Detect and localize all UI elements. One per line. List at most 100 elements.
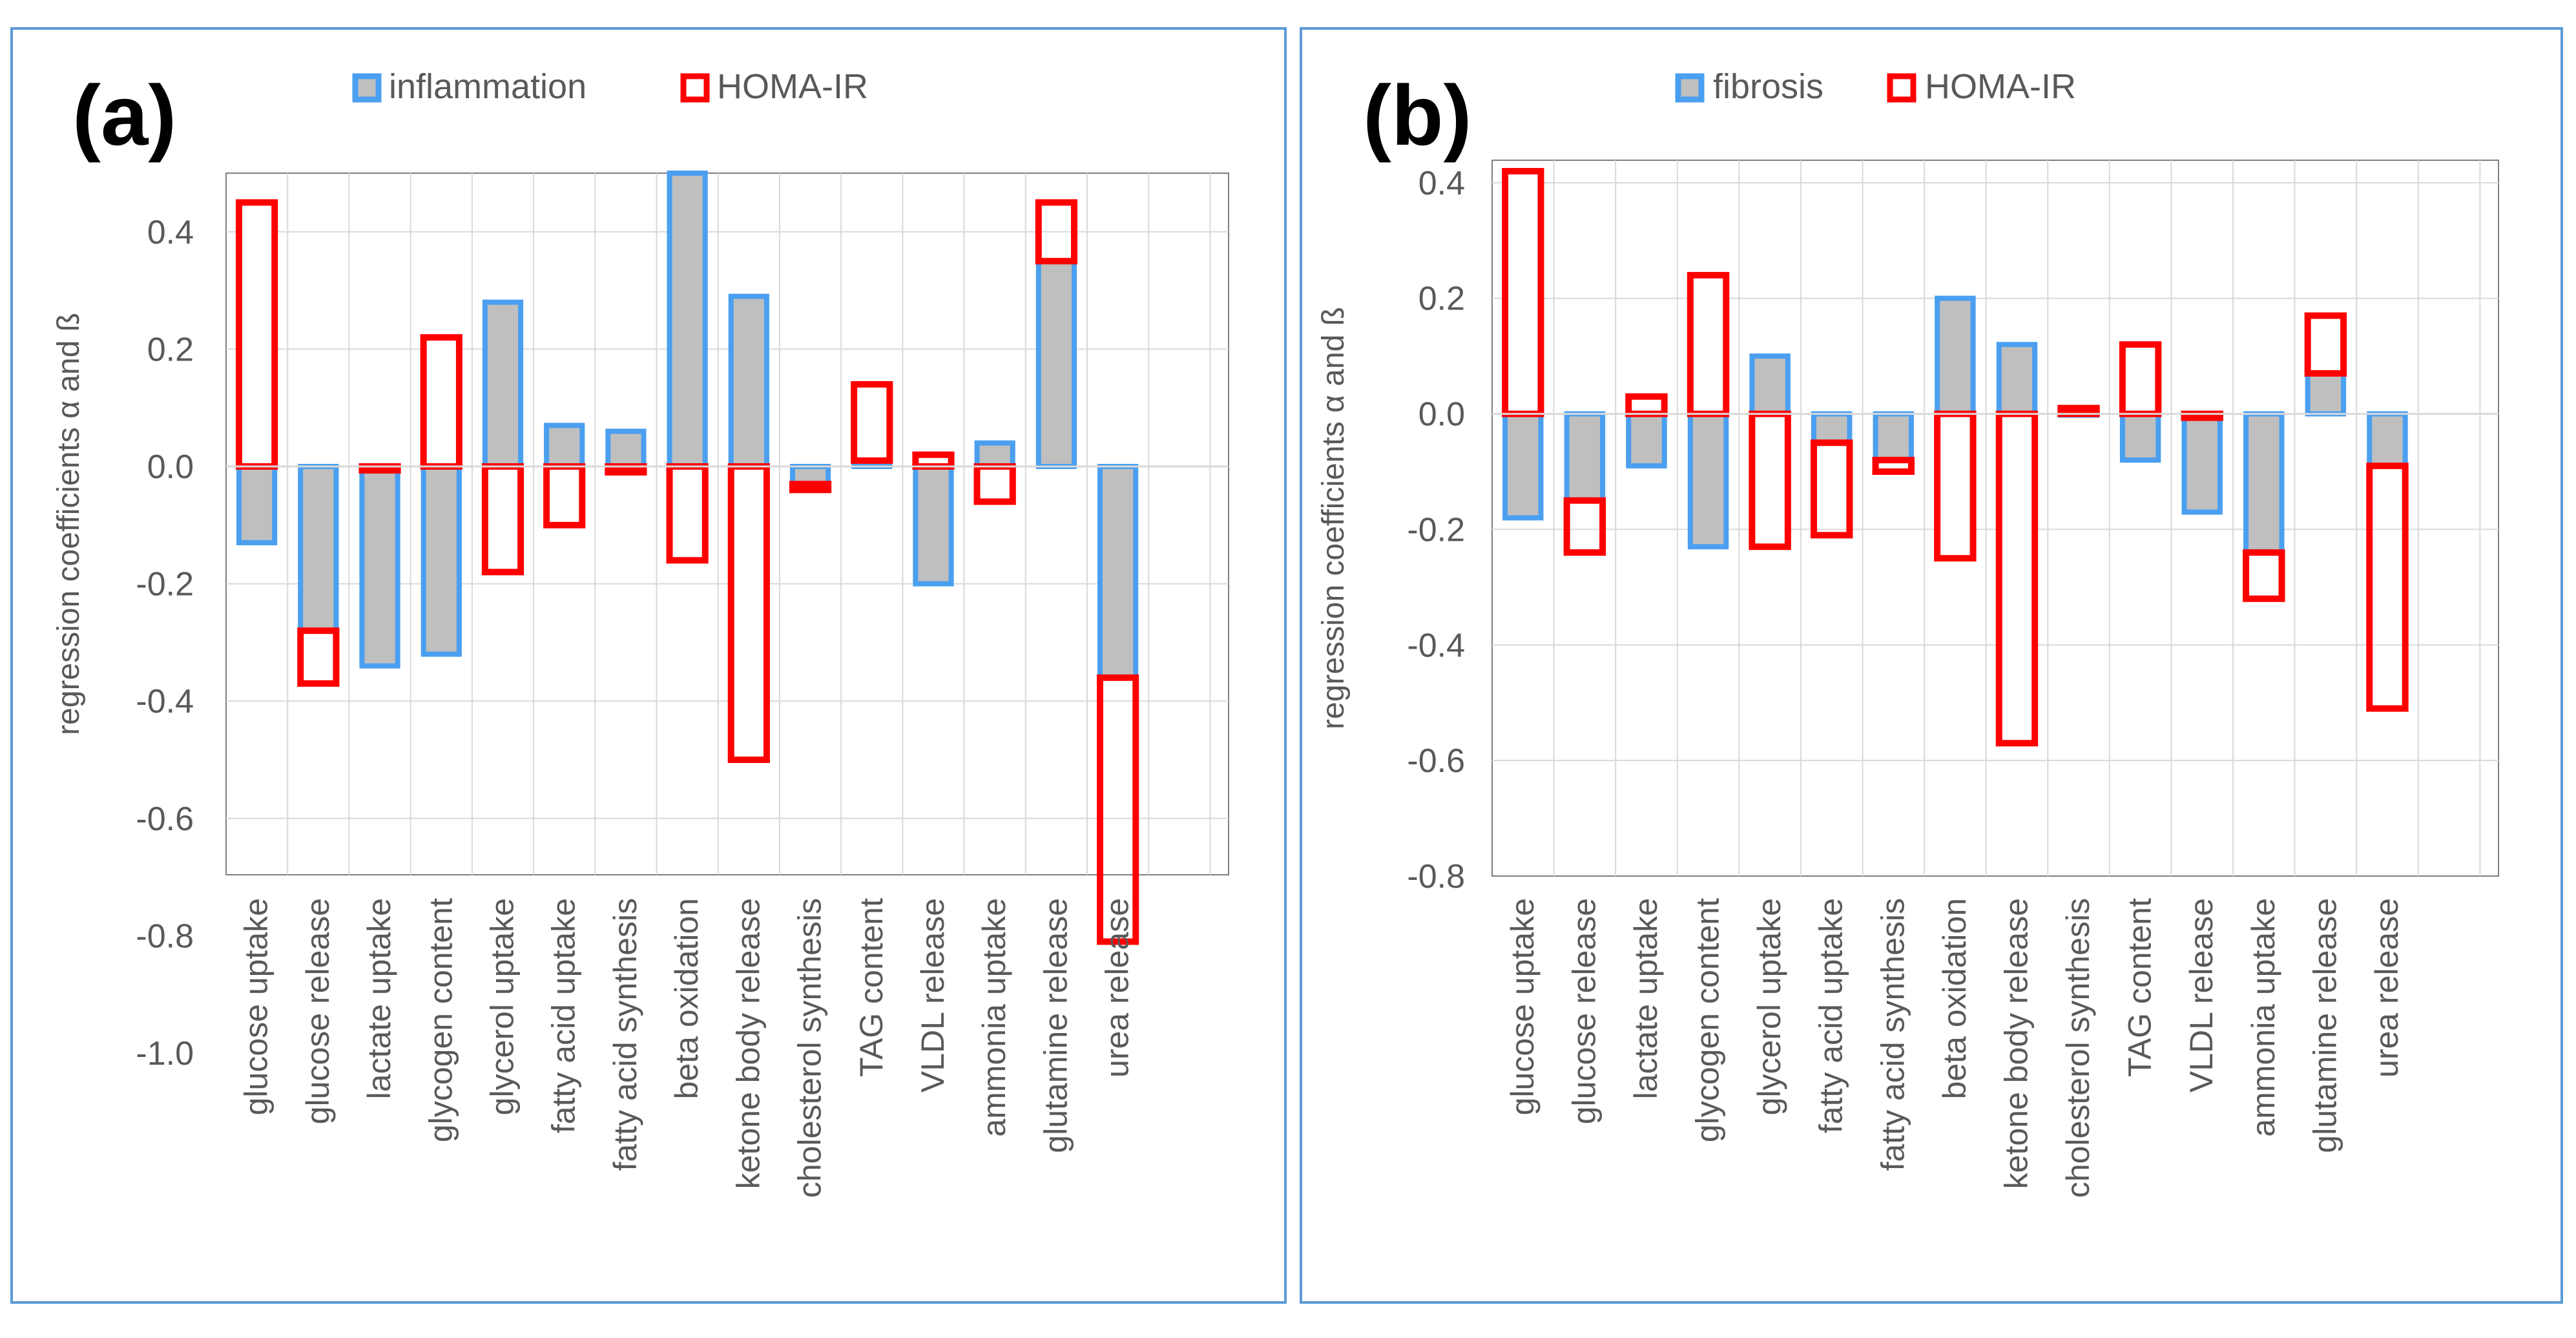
bar-homa-ir	[235, 199, 278, 470]
panel-frame	[10, 27, 1287, 1304]
y-tick-label: 0.2	[147, 331, 194, 368]
x-tick-label: beta oxidation	[1937, 898, 1973, 1099]
bar-homa-ir	[1625, 393, 1668, 417]
bar-homa-ir	[1035, 199, 1078, 265]
x-tick-label: fatty acid synthesis	[607, 898, 643, 1171]
x-tick-label: glutamine release	[2307, 898, 2343, 1153]
bar-fibrosis	[2305, 370, 2347, 417]
bar-homa-ir	[543, 463, 586, 528]
bar-homa-ir	[1872, 457, 1915, 475]
y-tick-label: -1.0	[136, 1035, 194, 1072]
bar-fibrosis	[1996, 342, 2038, 417]
y-tick-label: -0.2	[136, 566, 194, 603]
bar-homa-ir	[2243, 549, 2285, 602]
bar-homa-ir	[1097, 674, 1139, 945]
bar-inflammation	[482, 299, 524, 470]
x-tick-label: VLDL release	[2183, 898, 2219, 1092]
y-tick-label: 0.4	[147, 214, 194, 251]
x-tick-label: glucose uptake	[238, 898, 275, 1115]
bar-inflammation	[728, 293, 769, 469]
x-tick-label: glycerol uptake	[1751, 898, 1787, 1115]
bar-homa-ir	[1502, 167, 1544, 417]
bar-inflammation	[913, 464, 954, 587]
y-tick-label: 0.0	[147, 448, 194, 486]
bar-fibrosis	[2243, 411, 2285, 556]
y-tick-label: -0.8	[1407, 858, 1465, 895]
x-tick-label: cholesterol synthesis	[2060, 898, 2096, 1198]
bar-inflammation	[236, 464, 278, 546]
x-tick-label: TAG content	[853, 898, 889, 1077]
bar-inflammation	[359, 464, 400, 669]
bar-homa-ir	[1934, 410, 1977, 562]
bar-homa-ir	[2304, 312, 2347, 377]
legend-swatch-homa-ir	[680, 73, 710, 103]
bar-homa-ir	[2366, 463, 2409, 712]
x-tick-label: ammonia uptake	[976, 898, 1012, 1137]
x-tick-label: glucose release	[1566, 898, 1602, 1124]
y-tick-label: -0.6	[1407, 742, 1465, 780]
bar-homa-ir	[666, 463, 709, 564]
legend-label: inflammation	[389, 67, 587, 106]
x-tick-label: TAG content	[2122, 898, 2158, 1077]
bar-fibrosis	[2119, 411, 2161, 463]
plot-area-border	[1491, 160, 2499, 877]
bar-fibrosis	[1873, 411, 1915, 463]
x-tick-label: urea release	[1099, 898, 1136, 1078]
bar-homa-ir	[1749, 410, 1791, 550]
bar-homa-ir	[1687, 271, 1730, 417]
bar-fibrosis	[1564, 411, 1606, 503]
x-tick-label: fatty acid synthesis	[1875, 898, 1911, 1171]
y-tick-label: 0.0	[1418, 396, 1465, 434]
bar-inflammation	[974, 440, 1015, 469]
bar-homa-ir	[1563, 497, 1606, 556]
x-tick-label: lactate uptake	[361, 898, 397, 1099]
bar-homa-ir	[851, 381, 893, 464]
x-tick-label: glucose uptake	[1504, 898, 1541, 1115]
plot-area-border	[225, 172, 1229, 875]
bar-inflammation	[298, 464, 339, 634]
x-tick-label: glycerol uptake	[484, 898, 520, 1115]
bar-fibrosis	[1749, 353, 1791, 417]
legend-label: HOMA-IR	[717, 67, 868, 106]
bar-fibrosis	[2181, 411, 2223, 515]
chart-panel-b: 0.4 0.2 0.0 -0.2 -0.4 -0.6 -0.8 regression coef…	[1300, 27, 2563, 1304]
bar-fibrosis	[1935, 295, 1976, 417]
bar-homa-ir	[2119, 341, 2162, 417]
bar-homa-ir	[481, 463, 525, 576]
bar-homa-ir	[727, 463, 770, 763]
bar-homa-ir	[912, 451, 955, 470]
y-tick-label: 0.4	[1418, 165, 1465, 202]
legend-swatch-fibrosis	[1675, 73, 1705, 103]
bar-homa-ir	[973, 463, 1016, 505]
bar-fibrosis	[1626, 411, 1667, 469]
panel-label: (b)	[1363, 68, 1472, 163]
bar-fibrosis	[1687, 411, 1729, 550]
chart-panel-a: 0.4 0.2 0.0 -0.2 -0.4 -0.6 -0.8 -1.0 regression …	[10, 27, 1287, 1304]
x-tick-label: ketone body release	[1998, 898, 2034, 1189]
legend-label: HOMA-IR	[1925, 67, 2076, 106]
legend-label: fibrosis	[1713, 67, 1823, 106]
x-tick-label: urea release	[2369, 898, 2405, 1078]
x-tick-label: glycogen content	[1690, 898, 1726, 1142]
x-tick-label: ammonia uptake	[2245, 898, 2281, 1137]
y-tick-label: -0.8	[136, 917, 194, 955]
bar-inflammation	[1035, 258, 1077, 469]
x-tick-label: fatty acid uptake	[546, 898, 582, 1133]
x-tick-label: VLDL release	[915, 898, 951, 1092]
x-tick-label: glycogen content	[422, 898, 459, 1142]
y-axis-title: regression coefficients α and ß	[52, 313, 86, 735]
y-tick-label: -0.2	[1407, 511, 1465, 549]
bar-homa-ir	[297, 627, 340, 687]
y-tick-label: -0.6	[136, 800, 194, 838]
x-tick-label: glutamine release	[1037, 898, 1074, 1153]
bar-fibrosis	[2367, 411, 2408, 469]
y-tick-label: -0.4	[136, 683, 194, 720]
bar-inflammation	[421, 464, 462, 657]
x-tick-label: glucose release	[300, 898, 336, 1124]
bar-homa-ir	[420, 334, 462, 470]
bar-homa-ir	[789, 481, 832, 494]
legend-swatch-homa-ir	[1887, 73, 1916, 103]
y-tick-label: -0.4	[1407, 627, 1465, 664]
bar-inflammation	[1097, 464, 1139, 680]
